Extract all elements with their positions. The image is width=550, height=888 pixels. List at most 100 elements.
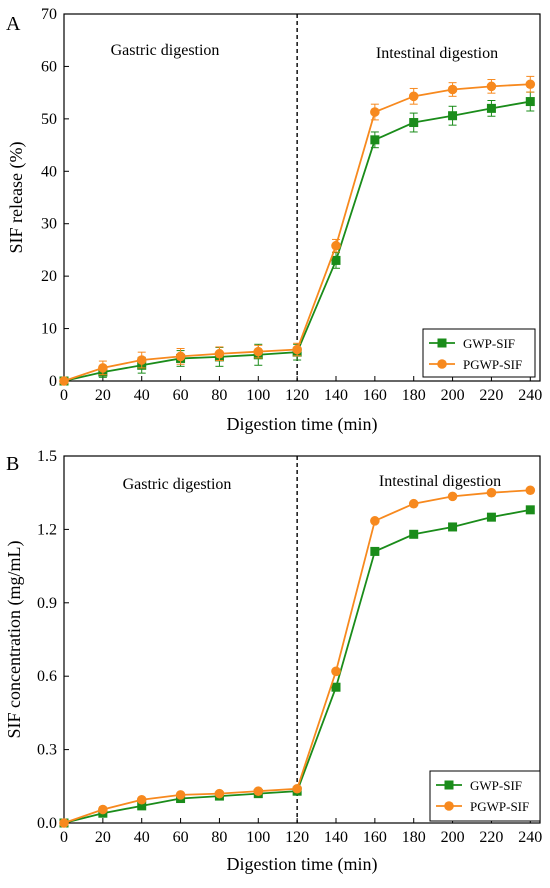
data-point bbox=[331, 682, 341, 692]
x-tick-label: 180 bbox=[402, 387, 426, 404]
x-tick-label: 20 bbox=[95, 387, 111, 404]
plot-frame bbox=[63, 13, 541, 382]
gastric-phase-label: Gastric digestion bbox=[123, 476, 232, 493]
data-point bbox=[370, 107, 380, 117]
x-tick-label: 140 bbox=[324, 387, 348, 404]
data-point bbox=[370, 135, 380, 145]
x-tick-label: 220 bbox=[479, 387, 503, 404]
data-point bbox=[409, 529, 419, 539]
x-tick-label: 80 bbox=[211, 829, 227, 846]
y-tick-label: 70 bbox=[41, 6, 57, 23]
series-pgwp-sif bbox=[59, 485, 536, 828]
x-tick-label: 60 bbox=[173, 387, 189, 404]
x-axis-label: Digestion time (min) bbox=[227, 854, 378, 875]
gastric-phase-label: Gastric digestion bbox=[111, 42, 220, 59]
panel-label: B bbox=[6, 453, 19, 475]
intestinal-phase-label: Intestinal digestion bbox=[379, 473, 501, 490]
data-point bbox=[447, 491, 458, 502]
data-point bbox=[59, 376, 69, 386]
y-axis-label: SIF concentration (mg/mL) bbox=[4, 541, 25, 739]
y-tick-label: 0 bbox=[49, 373, 57, 390]
x-tick-label: 200 bbox=[441, 387, 465, 404]
data-point bbox=[137, 801, 147, 811]
legend-label: GWP-SIF bbox=[470, 778, 522, 793]
data-point bbox=[486, 81, 497, 92]
legend-box bbox=[422, 328, 536, 378]
legend-box bbox=[429, 770, 541, 822]
data-point bbox=[331, 255, 341, 265]
y-tick-label: 0.3 bbox=[37, 742, 57, 759]
panel-label: A bbox=[6, 13, 21, 35]
legend-marker bbox=[437, 338, 447, 348]
plot-frame bbox=[63, 455, 541, 824]
legend-label: PGWP-SIF bbox=[470, 799, 529, 814]
y-tick-label: 40 bbox=[41, 163, 57, 180]
x-tick-label: 120 bbox=[285, 387, 309, 404]
y-tick-label: 0.6 bbox=[37, 668, 57, 685]
y-tick-label: 0.9 bbox=[37, 595, 57, 612]
y-tick-label: 60 bbox=[41, 58, 57, 75]
data-point bbox=[136, 794, 147, 805]
data-point bbox=[370, 516, 380, 526]
data-point bbox=[98, 804, 108, 815]
y-axis-label: SIF release (%) bbox=[6, 142, 27, 254]
intestinal-phase-label: Intestinal digestion bbox=[376, 45, 498, 62]
data-point bbox=[486, 512, 496, 522]
data-point bbox=[370, 546, 380, 556]
data-point bbox=[331, 240, 341, 251]
x-tick-label: 0 bbox=[60, 829, 68, 846]
chart-panel-b: B 0 20 40 60 80 100 120 140 160 180 200 220 240 0.0 0.3… bbox=[4, 448, 542, 875]
x-tick-label: 60 bbox=[173, 829, 189, 846]
y-tick-label: 50 bbox=[41, 111, 57, 128]
data-point bbox=[214, 788, 225, 799]
y-tick-label: 1.2 bbox=[37, 521, 57, 538]
x-tick-label: 160 bbox=[363, 829, 387, 846]
data-point bbox=[408, 91, 419, 102]
y-tick-label: 1.5 bbox=[37, 448, 57, 465]
data-point bbox=[447, 84, 458, 95]
data-point bbox=[448, 522, 458, 532]
x-tick-label: 100 bbox=[246, 829, 270, 846]
y-tick-label: 10 bbox=[41, 321, 57, 338]
data-point bbox=[486, 103, 496, 113]
data-point bbox=[525, 485, 536, 496]
data-point bbox=[136, 355, 147, 365]
y-tick-label: 0.0 bbox=[37, 815, 57, 832]
x-tick-label: 140 bbox=[324, 829, 348, 846]
y-tick-label: 20 bbox=[41, 268, 57, 285]
x-tick-label: 120 bbox=[285, 829, 309, 846]
data-point bbox=[525, 79, 536, 90]
data-point bbox=[292, 344, 302, 355]
data-point bbox=[331, 666, 341, 677]
x-tick-label: 100 bbox=[246, 387, 270, 404]
legend: GWP-SIF PGWP-SIF bbox=[429, 770, 541, 822]
legend-label: GWP-SIF bbox=[463, 336, 515, 351]
data-point bbox=[525, 505, 535, 515]
data-point bbox=[175, 790, 186, 800]
data-point bbox=[214, 348, 225, 359]
x-tick-label: 20 bbox=[95, 829, 111, 846]
x-tick-label: 0 bbox=[60, 387, 68, 404]
x-tick-label: 40 bbox=[134, 829, 150, 846]
data-point bbox=[59, 818, 69, 828]
data-point bbox=[98, 363, 108, 373]
legend-marker bbox=[444, 780, 454, 790]
x-tick-label: 240 bbox=[518, 829, 542, 846]
chart-panel-a: A 0 20 40 60 80 100 120 140 160 180 200 220 240 0 10 20 3… bbox=[6, 6, 542, 435]
data-point bbox=[175, 351, 186, 362]
data-point bbox=[409, 118, 419, 128]
x-tick-label: 40 bbox=[134, 387, 150, 404]
data-point bbox=[486, 487, 497, 498]
data-point bbox=[292, 783, 302, 794]
x-tick-label: 180 bbox=[402, 829, 426, 846]
data-point bbox=[253, 786, 264, 796]
x-tick-label: 160 bbox=[363, 387, 387, 404]
series-pgwp-sif bbox=[59, 75, 536, 386]
data-point bbox=[253, 346, 264, 357]
legend-marker bbox=[444, 801, 454, 811]
x-tick-label: 80 bbox=[211, 387, 227, 404]
data-point bbox=[448, 111, 458, 121]
legend-marker bbox=[437, 359, 447, 369]
